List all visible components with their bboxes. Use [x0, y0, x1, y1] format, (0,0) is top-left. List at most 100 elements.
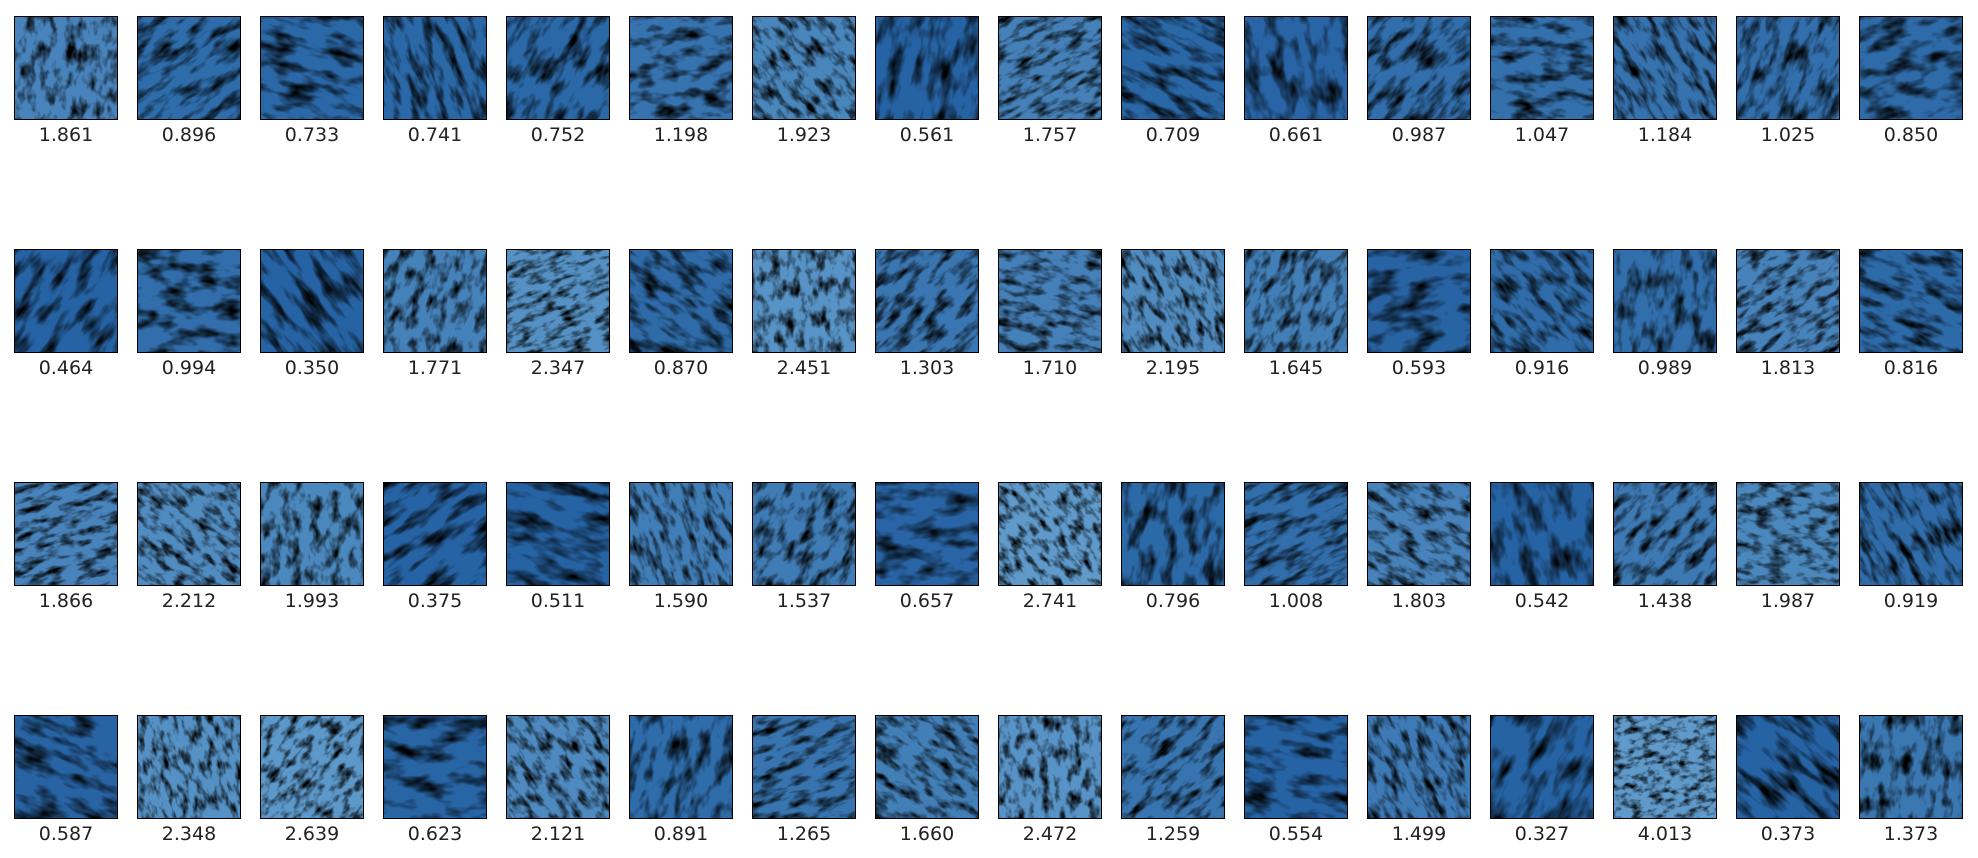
texture-thumbnail: [998, 482, 1102, 586]
texture-image: [138, 17, 240, 119]
texture-value-label: 1.813: [1760, 357, 1816, 379]
texture-tile: 0.657: [875, 482, 979, 611]
texture-image: [1737, 250, 1839, 352]
texture-thumbnail: [137, 249, 241, 353]
texture-thumbnail: [1859, 482, 1963, 586]
texture-value-label: 0.816: [1883, 357, 1939, 379]
texture-thumbnail: [875, 715, 979, 819]
texture-thumbnail: [506, 16, 610, 120]
texture-value-label: 0.989: [1637, 357, 1693, 379]
texture-image: [1245, 483, 1347, 585]
texture-image: [261, 716, 363, 818]
texture-image: [753, 716, 855, 818]
texture-image: [630, 716, 732, 818]
texture-tile: 0.870: [629, 249, 733, 378]
texture-image: [1614, 483, 1716, 585]
texture-tile: 0.987: [1367, 16, 1471, 145]
texture-thumbnail: [1121, 482, 1225, 586]
texture-thumbnail: [260, 16, 364, 120]
texture-image: [15, 483, 117, 585]
texture-thumbnail: [1859, 16, 1963, 120]
texture-image: [384, 483, 486, 585]
texture-tile: 1.008: [1244, 482, 1348, 611]
texture-value-label: 1.987: [1760, 590, 1816, 612]
texture-tile: 1.645: [1244, 249, 1348, 378]
texture-tile: 1.198: [629, 16, 733, 145]
texture-value-label: 0.987: [1391, 124, 1447, 146]
texture-thumbnail: [1490, 249, 1594, 353]
texture-tile: 0.554: [1244, 715, 1348, 844]
texture-image: [630, 17, 732, 119]
texture-tile: 1.373: [1859, 715, 1963, 844]
texture-image: [753, 483, 855, 585]
texture-image: [1491, 483, 1593, 585]
texture-value-label: 0.733: [284, 124, 340, 146]
texture-thumbnail: [1121, 715, 1225, 819]
texture-value-label: 0.741: [407, 124, 463, 146]
texture-value-label: 1.499: [1391, 823, 1447, 845]
texture-thumbnail: [383, 715, 487, 819]
texture-image: [1122, 716, 1224, 818]
texture-value-label: 0.657: [899, 590, 955, 612]
texture-tile: 0.623: [383, 715, 487, 844]
texture-image: [384, 716, 486, 818]
texture-value-label: 2.472: [1022, 823, 1078, 845]
texture-thumbnail: [875, 16, 979, 120]
texture-value-label: 0.916: [1514, 357, 1570, 379]
texture-value-label: 1.259: [1145, 823, 1201, 845]
texture-tile: 0.796: [1121, 482, 1225, 611]
texture-thumbnail: [1121, 16, 1225, 120]
texture-value-label: 1.198: [653, 124, 709, 146]
texture-thumbnail: [752, 482, 856, 586]
texture-image: [261, 483, 363, 585]
texture-image: [1368, 483, 1470, 585]
texture-thumbnail: [506, 249, 610, 353]
texture-tile: 2.741: [998, 482, 1102, 611]
texture-tile: 0.587: [14, 715, 118, 844]
texture-thumbnail: [1244, 16, 1348, 120]
texture-image: [261, 17, 363, 119]
texture-tile: 1.923: [752, 16, 856, 145]
texture-tile: 1.710: [998, 249, 1102, 378]
texture-tile: 1.047: [1490, 16, 1594, 145]
texture-tile: 0.350: [260, 249, 364, 378]
texture-image: [507, 716, 609, 818]
texture-tile: 1.438: [1613, 482, 1717, 611]
texture-thumbnail: [260, 715, 364, 819]
texture-image: [261, 250, 363, 352]
texture-image: [1122, 17, 1224, 119]
texture-image: [1614, 716, 1716, 818]
texture-thumbnail: [752, 16, 856, 120]
texture-value-label: 2.195: [1145, 357, 1201, 379]
texture-value-label: 1.993: [284, 590, 340, 612]
texture-thumbnail: [1367, 16, 1471, 120]
texture-tile: 0.593: [1367, 249, 1471, 378]
texture-tile: 0.916: [1490, 249, 1594, 378]
texture-image: [384, 250, 486, 352]
texture-image: [999, 483, 1101, 585]
texture-tile: 4.013: [1613, 715, 1717, 844]
texture-thumbnail: [14, 482, 118, 586]
texture-value-label: 1.861: [38, 124, 94, 146]
texture-image: [876, 716, 978, 818]
texture-image: [1245, 716, 1347, 818]
texture-value-label: 2.348: [161, 823, 217, 845]
texture-tile: 0.373: [1736, 715, 1840, 844]
texture-image: [384, 17, 486, 119]
texture-tile: 0.850: [1859, 16, 1963, 145]
texture-thumbnail: [14, 715, 118, 819]
texture-thumbnail: [629, 249, 733, 353]
texture-tile: 0.891: [629, 715, 733, 844]
texture-value-label: 0.850: [1883, 124, 1939, 146]
texture-image: [507, 483, 609, 585]
texture-image: [1368, 716, 1470, 818]
texture-value-label: 0.542: [1514, 590, 1570, 612]
texture-tile: 1.537: [752, 482, 856, 611]
texture-value-label: 0.373: [1760, 823, 1816, 845]
texture-value-label: 1.438: [1637, 590, 1693, 612]
texture-value-label: 2.347: [530, 357, 586, 379]
texture-value-label: 1.866: [38, 590, 94, 612]
texture-tile: 2.212: [137, 482, 241, 611]
texture-image: [138, 716, 240, 818]
